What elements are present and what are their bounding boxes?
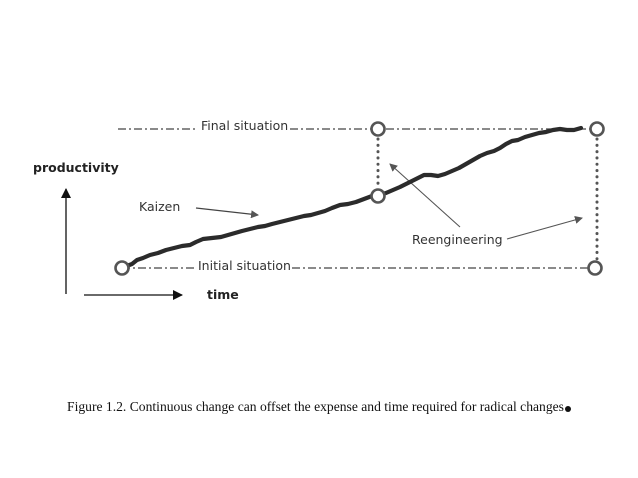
initial-situation-label: Initial situation	[198, 258, 291, 273]
reengineering-arrow-right	[506, 216, 583, 240]
initial-end-circle	[587, 260, 603, 276]
kaizen-arrow	[195, 207, 259, 219]
reengineering-start-circle	[370, 188, 386, 204]
reengineering-label: Reengineering	[412, 232, 503, 247]
productivity-label: productivity	[33, 160, 119, 175]
final-point-circle	[589, 121, 605, 137]
kaizen-label: Kaizen	[139, 199, 180, 214]
final-situation-label: Final situation	[201, 118, 288, 133]
initial-point-circle	[114, 260, 130, 276]
caption-bullet-icon	[564, 406, 571, 412]
reengineering-end-circle	[370, 121, 386, 137]
kaizen-curve	[121, 125, 584, 270]
figure-caption: Figure 1.2. Continuous change can offset…	[0, 399, 638, 415]
reengineering-arrow-left	[389, 163, 461, 228]
time-label: time	[207, 287, 239, 302]
figure-caption-text: Figure 1.2. Continuous change can offset…	[67, 399, 564, 414]
